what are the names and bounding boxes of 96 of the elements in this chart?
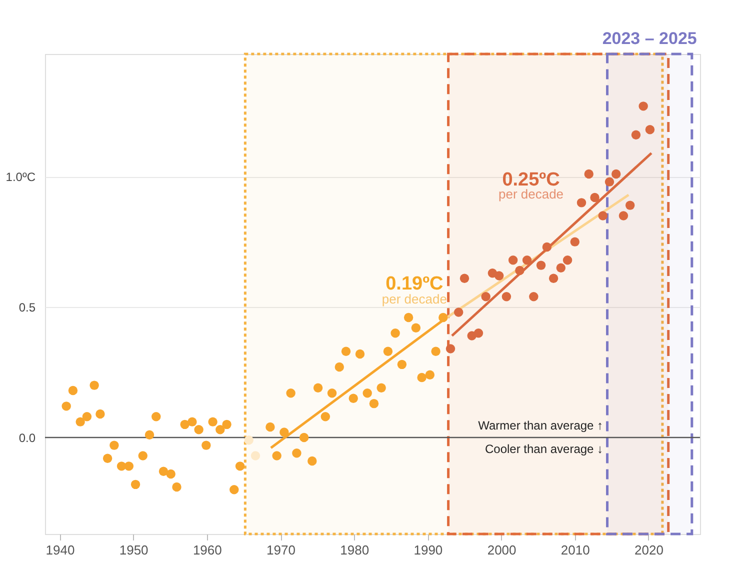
point — [62, 402, 71, 411]
annotation: Cooler than average ↓ — [484, 442, 604, 456]
point — [425, 370, 435, 380]
point — [152, 412, 161, 422]
point — [454, 308, 464, 317]
point — [250, 451, 260, 460]
point — [631, 130, 641, 140]
point — [536, 260, 546, 270]
point — [404, 312, 414, 322]
point — [369, 398, 379, 408]
point — [611, 169, 621, 179]
point — [272, 451, 282, 460]
y-tick-label: 0.5 — [18, 300, 36, 315]
point — [590, 192, 600, 202]
point — [438, 312, 448, 322]
point — [110, 440, 119, 450]
point — [446, 344, 456, 354]
point — [638, 102, 648, 111]
point — [355, 349, 365, 359]
point — [166, 469, 176, 479]
band-label: 2023 – 2025 — [602, 29, 697, 48]
point — [266, 422, 275, 432]
point — [334, 362, 344, 372]
point — [390, 328, 400, 338]
point — [144, 430, 154, 440]
point — [645, 125, 655, 134]
point — [82, 412, 92, 422]
point — [96, 409, 105, 419]
point — [362, 388, 372, 398]
point — [244, 435, 254, 445]
point — [286, 388, 296, 398]
point — [570, 237, 580, 246]
point — [208, 417, 218, 426]
point — [383, 346, 393, 356]
point — [529, 292, 538, 302]
point — [76, 417, 85, 426]
point — [625, 200, 635, 210]
point — [431, 346, 440, 356]
x-tick-label: 1980 — [340, 542, 370, 558]
y-tick-label: 1.0ºC — [6, 170, 36, 184]
point — [502, 292, 512, 302]
point — [68, 386, 78, 396]
point — [417, 372, 426, 382]
point — [494, 271, 504, 280]
point — [576, 198, 586, 208]
point — [299, 432, 309, 442]
x-tick-label: 1940 — [46, 542, 75, 558]
point — [341, 346, 351, 356]
point — [515, 266, 524, 276]
x-tick-label: 2020 — [634, 542, 664, 558]
point — [172, 482, 182, 492]
point — [584, 169, 594, 179]
point — [194, 425, 204, 434]
point — [474, 328, 484, 338]
x-tick-label: 1970 — [266, 542, 296, 558]
point — [508, 255, 518, 265]
point — [130, 480, 140, 490]
point — [292, 448, 302, 458]
point — [548, 274, 558, 283]
point — [460, 274, 470, 283]
point — [397, 360, 407, 370]
point — [124, 462, 134, 471]
x-tick-label: 2000 — [487, 542, 516, 558]
point — [598, 211, 608, 220]
y-tick-label: 0.0 — [18, 430, 36, 445]
point — [411, 323, 421, 333]
point — [618, 211, 628, 220]
point — [556, 263, 566, 273]
point — [230, 485, 239, 494]
point — [202, 440, 211, 450]
point — [138, 451, 148, 460]
point — [604, 177, 614, 186]
point — [235, 462, 245, 471]
point — [180, 420, 190, 430]
point — [188, 417, 197, 426]
point — [90, 380, 99, 390]
point — [522, 255, 532, 265]
point — [308, 456, 317, 466]
point — [216, 425, 225, 434]
annotation: Warmer than average ↑ — [478, 418, 604, 433]
point — [481, 292, 490, 302]
point — [348, 394, 358, 403]
point — [542, 242, 552, 252]
point — [222, 420, 232, 430]
point — [102, 454, 112, 463]
point — [280, 428, 289, 437]
x-tick-label: 2010 — [560, 542, 590, 558]
point — [327, 388, 337, 398]
x-tick-label: 1950 — [119, 542, 148, 558]
point — [158, 466, 168, 476]
point — [376, 383, 386, 393]
point — [320, 412, 330, 422]
point — [562, 255, 572, 265]
x-tick-label: 1960 — [192, 542, 222, 558]
point — [313, 383, 323, 393]
x-tick-label: 1990 — [414, 542, 443, 558]
